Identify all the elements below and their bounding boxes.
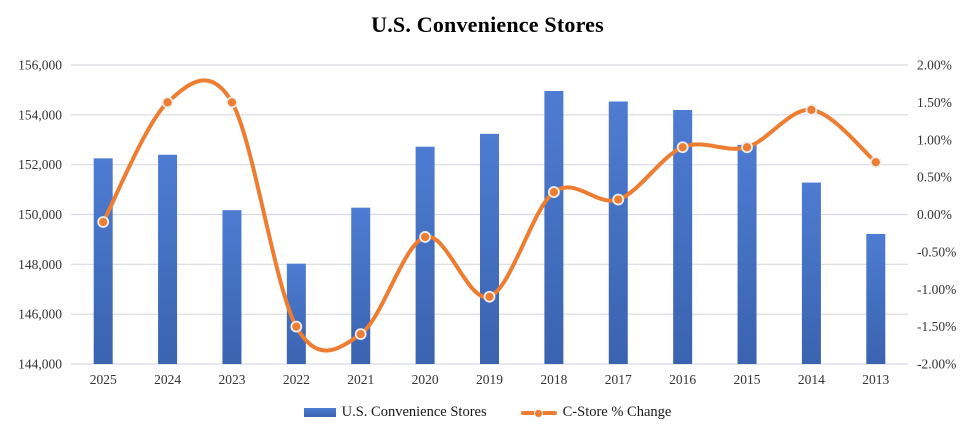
x-axis-tick-label: 2020 [412, 372, 439, 387]
line-marker-2022 [290, 320, 303, 333]
bar-2022 [286, 263, 306, 364]
bar-series-swatch [303, 408, 336, 417]
line-series-swatch [520, 407, 557, 418]
left-axis-tick-label: 154,000 [18, 107, 62, 122]
x-axis-tick-label: 2023 [218, 372, 245, 387]
right-axis-tick-label: 0.50% [917, 170, 952, 185]
bar-2019 [480, 133, 499, 364]
x-axis-tick-label: 2013 [862, 372, 889, 387]
bar-2025 [93, 158, 113, 364]
right-axis-tick-label: 0.00% [917, 207, 952, 222]
x-axis-tick-label: 2021 [347, 372, 374, 387]
left-axis-tick-label: 150,000 [18, 207, 62, 222]
right-axis-tick-label: 1.00% [917, 132, 952, 147]
line-swatch-marker-icon [534, 408, 544, 418]
line-marker-2020 [419, 231, 432, 243]
legend-item-pct-change: C-Store % Change [520, 404, 672, 421]
left-axis-tick-label: 146,000 [18, 307, 62, 322]
line-marker-2013 [869, 156, 882, 169]
x-axis-tick-label: 2024 [154, 372, 181, 387]
x-axis-tick-label: 2016 [669, 372, 696, 387]
bar-2016 [673, 109, 693, 365]
bar-2015 [737, 144, 757, 364]
legend: U.S. Convenience Stores C-Store % Change [0, 404, 975, 421]
legend-label-stores: U.S. Convenience Stores [341, 404, 487, 420]
line-marker-2016 [676, 141, 689, 154]
x-axis-tick-label: 2018 [540, 372, 567, 387]
line-marker-2023 [226, 96, 238, 109]
right-axis-tick-label: -2.00% [917, 357, 956, 372]
legend-label-pct-change: C-Store % Change [562, 404, 672, 420]
bar-2017 [608, 101, 628, 364]
legend-item-stores: U.S. Convenience Stores [303, 404, 487, 421]
line-marker-2019 [483, 290, 496, 303]
right-axis-tick-label: -1.50% [917, 319, 956, 334]
bar-2018 [544, 90, 564, 364]
left-axis-tick-label: 156,000 [18, 58, 62, 73]
chart-title: U.S. Convenience Stores [371, 12, 604, 37]
x-axis-tick-label: 2014 [798, 372, 825, 387]
line-marker-2015 [741, 141, 753, 154]
left-axis-tick-label: 152,000 [18, 157, 62, 172]
line-marker-2017 [612, 193, 625, 206]
line-marker-2021 [354, 328, 367, 341]
right-axis-tick-label: 2.00% [917, 58, 952, 73]
x-axis-tick-label: 2015 [734, 372, 761, 387]
right-axis-tick-label: -1.00% [917, 282, 956, 297]
right-axis-tick-label: 1.50% [917, 95, 952, 110]
left-axis-tick-label: 144,000 [18, 357, 62, 372]
right-axis-tick-label: -0.50% [917, 244, 956, 259]
line-marker-2014 [805, 103, 818, 116]
bar-2021 [351, 207, 371, 364]
bar-2013 [866, 233, 886, 364]
x-axis-tick-label: 2022 [283, 372, 310, 387]
x-axis-tick-label: 2017 [605, 372, 632, 387]
line-marker-2025 [97, 216, 110, 228]
bar-2014 [801, 182, 821, 364]
bar-2023 [222, 210, 242, 364]
x-axis-tick-label: 2019 [476, 372, 503, 387]
left-axis-tick-label: 148,000 [18, 257, 62, 272]
line-marker-2024 [161, 96, 174, 109]
line-marker-2018 [547, 186, 560, 198]
bar-2024 [158, 154, 178, 364]
x-axis-tick-label: 2025 [90, 372, 117, 387]
bar-2020 [415, 146, 435, 364]
